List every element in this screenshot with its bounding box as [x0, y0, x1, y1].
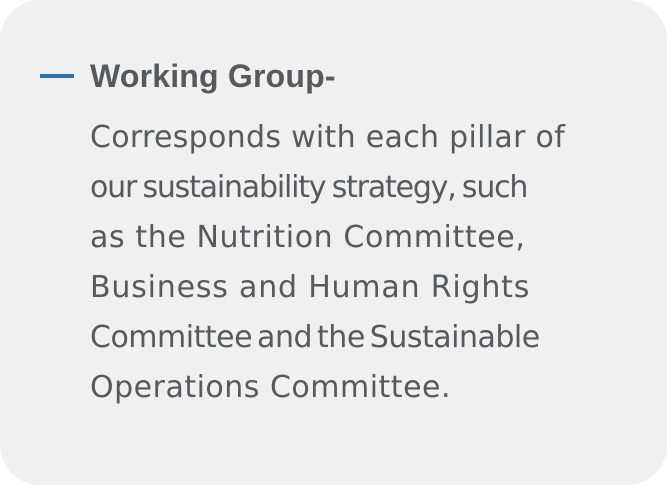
description-line: Corresponds with each pillar of [90, 120, 566, 155]
description-line: Operations Committee. [90, 370, 452, 405]
description-line: our sustainability strategy, such [90, 170, 528, 205]
section-description: Corresponds with each pillar of our sust… [90, 113, 635, 413]
description-line: Committee and the Sustainable [90, 320, 540, 355]
description-line: Business and Human Rights [90, 270, 531, 305]
accent-dash-icon [40, 74, 74, 78]
section-heading: Working Group- [90, 58, 336, 94]
description-line: as the Nutrition Committee, [90, 220, 526, 255]
